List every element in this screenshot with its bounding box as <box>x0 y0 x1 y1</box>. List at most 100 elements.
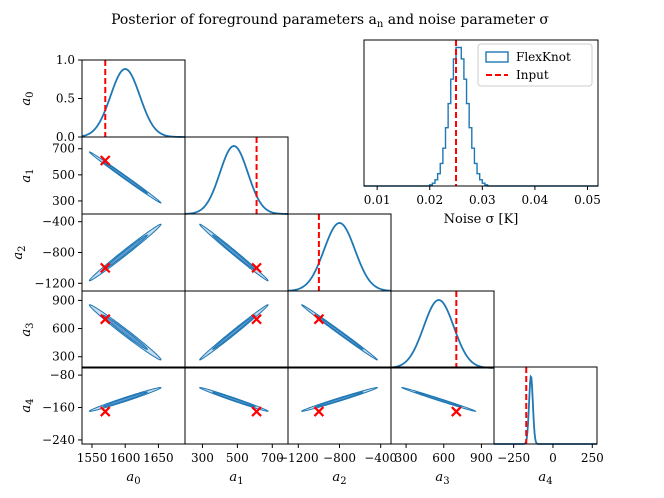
xtick-label-a0-1: 1600 <box>110 451 141 465</box>
contour-inner-a0-a3 <box>102 314 148 350</box>
xlabel-a3: a3 <box>435 470 449 487</box>
xlabel-sub-a2: 2 <box>340 476 346 487</box>
input-marker-a1-a4 <box>251 406 262 417</box>
input-marker-a3-a4 <box>451 406 462 417</box>
ytick-label-a3-1: 600 <box>52 322 75 336</box>
corner-panels: 0.00.51.0300500700−1200−800−400300600900… <box>11 53 604 487</box>
panel-diag-a1 <box>184 136 289 215</box>
marginal-curve-a1 <box>184 145 288 215</box>
xtick-label-a2-1: −800 <box>323 451 356 465</box>
input-marker-a0-a4 <box>99 406 111 417</box>
xtick-label-a1-1: 500 <box>226 451 249 465</box>
xlabel-symbol-a0: a <box>126 470 134 485</box>
ylabel-symbol-a3: a <box>19 329 34 337</box>
ytick-label-a2-1: −800 <box>42 246 75 260</box>
inset-frame <box>363 39 599 187</box>
noise-inset: 0.01 0.02 0.03 0.04 0.05 Noise σ [K] FlexKnot I… <box>363 39 601 227</box>
ytick-label-a3-0: 300 <box>52 350 75 364</box>
inset-xtick-label-4: 0.05 <box>574 193 601 207</box>
input-marker-a1-a2 <box>251 262 262 274</box>
contour-inner-a2-a4 <box>315 391 364 408</box>
ylabel-symbol-a4: a <box>19 405 34 413</box>
xtick-label-a3-0: 300 <box>395 451 418 465</box>
contour-inner-a1-a3 <box>212 314 256 350</box>
ylabel-sub-a1: 1 <box>25 168 36 174</box>
input-marker-a2-a3 <box>313 313 325 325</box>
contour-inner-a1-a2 <box>212 234 256 271</box>
contour-inner-a2-a3 <box>315 314 364 350</box>
input-marker-a0-a2 <box>99 262 111 274</box>
xtick-label-a0-2: 1650 <box>143 451 174 465</box>
panel-a2-a4 <box>287 366 392 445</box>
xlabel-a1: a1 <box>229 470 243 487</box>
xlabel-a2: a2 <box>332 470 346 487</box>
xtick-label-a3-2: 900 <box>470 451 493 465</box>
input-marker-a1-a3 <box>251 313 262 325</box>
contour-inner-a1-a4 <box>212 391 256 408</box>
panel-a1-a4 <box>184 366 289 445</box>
xtick-label-a0-0: 1550 <box>77 451 108 465</box>
ytick-label-a2-0: −1200 <box>34 276 75 290</box>
ylabel-sub-a0: 0 <box>25 91 36 97</box>
ylabel-a3: a3 <box>19 322 36 336</box>
contour-inner-a0-a1 <box>102 161 148 194</box>
panel-diag-a4 <box>493 366 598 445</box>
marginal-curve-a3 <box>390 299 495 369</box>
panel-a0-a3 <box>81 290 186 369</box>
xlabel-symbol-a4: a <box>538 470 546 485</box>
input-marker-a0-a3 <box>99 313 111 325</box>
xlabel-sub-a4: 4 <box>546 476 552 487</box>
panel-a3-a4 <box>390 366 495 445</box>
ytick-label-a4-2: −80 <box>50 368 75 382</box>
xlabel-sub-a3: 3 <box>443 476 449 487</box>
inset-xtick-label-3: 0.04 <box>522 193 549 207</box>
input-marker-a2-a4 <box>313 406 325 417</box>
figure-title: Posterior of foreground parameters an an… <box>111 12 549 30</box>
ylabel-a2: a2 <box>11 245 28 259</box>
ylabel-sub-a2: 2 <box>17 245 28 251</box>
ytick-label-a1-1: 500 <box>52 168 75 182</box>
ytick-label-a4-0: −240 <box>42 433 75 447</box>
xtick-label-a2-0: −1200 <box>278 451 319 465</box>
marginal-curve-a4 <box>494 374 597 445</box>
ytick-label-a1-2: 700 <box>52 142 75 156</box>
legend-swatch-flexknot <box>485 51 509 63</box>
panel-a0-a2 <box>81 213 186 292</box>
xlabel-symbol-a1: a <box>229 470 237 485</box>
ytick-label-a0-1: 0.5 <box>56 92 75 106</box>
inset-xtick-label-1: 0.02 <box>416 193 443 207</box>
ylabel-sub-a3: 3 <box>25 322 36 328</box>
ytick-label-a3-2: 900 <box>52 293 75 307</box>
legend-label-flexknot: FlexKnot <box>516 50 571 64</box>
ytick-label-a2-2: −400 <box>42 215 75 229</box>
ylabel-a0: a0 <box>19 91 36 105</box>
panel-a2-a3 <box>287 290 392 369</box>
ylabel-a4: a4 <box>19 398 36 412</box>
ylabel-symbol-a1: a <box>19 175 34 183</box>
xlabel-sub-a1: 1 <box>237 476 243 487</box>
xtick-label-a2-2: −400 <box>364 451 397 465</box>
xlabel-a4: a4 <box>538 470 552 487</box>
marginal-curve-a0 <box>81 68 185 138</box>
marginal-curve-a2 <box>287 222 392 292</box>
xtick-label-a4-0: −250 <box>497 451 530 465</box>
xlabel-symbol-a2: a <box>332 470 340 485</box>
xlabel-sub-a0: 0 <box>134 476 140 487</box>
xtick-label-a4-2: 250 <box>581 451 604 465</box>
panel-a0-a1 <box>81 136 186 215</box>
xlabel-a0: a0 <box>126 470 140 487</box>
panel-diag-a2 <box>287 213 392 292</box>
ytick-label-a1-0: 300 <box>52 194 75 208</box>
contour-inner-a3-a4 <box>415 391 463 408</box>
xtick-label-a3-1: 600 <box>432 451 455 465</box>
legend-label-input: Input <box>516 68 549 82</box>
ylabel-sub-a4: 4 <box>25 398 36 404</box>
ytick-label-a4-1: −160 <box>42 401 75 415</box>
panel-a0-a4 <box>81 366 186 445</box>
contour-inner-a0-a4 <box>102 391 148 408</box>
ylabel-a1: a1 <box>19 168 36 182</box>
ylabel-symbol-a2: a <box>11 252 26 260</box>
inset-xlabel: Noise σ [K] <box>444 212 519 227</box>
ytick-label-a0-0: 0.0 <box>56 130 75 144</box>
